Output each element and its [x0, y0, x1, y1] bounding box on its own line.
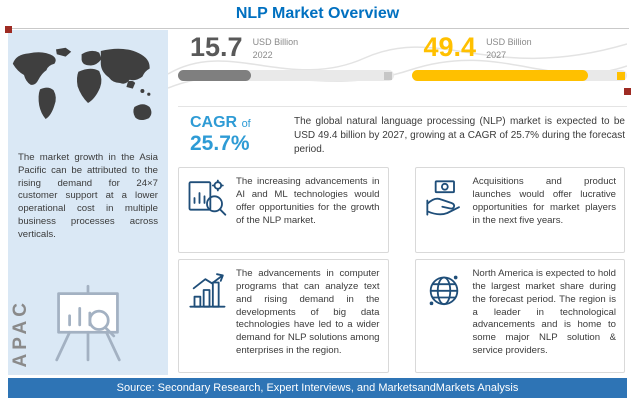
market-value-2022: 15.7 — [190, 32, 243, 62]
market-unit-2027: USD Billion 2027 — [486, 34, 532, 61]
growth-bars-icon — [189, 273, 226, 308]
progress-track-2027 — [411, 70, 627, 81]
year-label-2022: 2022 — [252, 49, 273, 60]
progress-fill-2022 — [178, 70, 252, 81]
decor-red-square-topleft — [5, 26, 12, 33]
market-size-2027-figures: 49.4 USD Billion 2027 — [412, 34, 628, 61]
insight-text: North America is expected to hold the la… — [472, 268, 617, 356]
cagr-description: The global natural language processing (… — [294, 116, 625, 155]
market-size-2027: 49.4 USD Billion 2027 — [411, 34, 628, 98]
insight-box-north-america: North America is expected to hold the la… — [414, 259, 625, 373]
market-size-2022-figures: 15.7 USD Billion 2022 — [178, 34, 394, 61]
progress-endcap-2022 — [383, 71, 392, 80]
insight-text: The advancements in computer programs th… — [236, 268, 380, 356]
cagr-block: CAGR of 25.7% — [190, 114, 280, 155]
source-bar: Source: Secondary Research, Expert Inter… — [8, 378, 627, 398]
document-analytics-icon — [188, 179, 227, 216]
market-size-2022: 15.7 USD Billion 2022 — [178, 34, 394, 98]
world-map-icon — [12, 47, 152, 121]
insights-grid: The increasing advancements in AI and ML… — [178, 163, 627, 375]
year-label-2027: 2027 — [486, 49, 507, 60]
apac-label: APAC — [10, 298, 31, 367]
cagr-section: CAGR of 25.7% The global natural languag… — [178, 106, 627, 163]
hand-money-icon — [425, 180, 460, 216]
title-divider — [6, 28, 629, 29]
cagr-label: CAGR of — [190, 114, 280, 132]
apac-summary-text: The market growth in the Asia Pacific ca… — [18, 152, 158, 240]
market-size-row: 15.7 USD Billion 2022 49.4 — [178, 30, 627, 98]
cagr-word: CAGR — [190, 114, 238, 131]
cagr-of: of — [241, 118, 251, 130]
main-layout: The market growth in the Asia Pacific ca… — [8, 30, 627, 375]
insight-box-acquisitions: Acquisitions and product launches would … — [414, 167, 625, 254]
globe-network-icon — [429, 276, 458, 306]
source-text: Source: Secondary Research, Expert Inter… — [116, 382, 519, 394]
progress-track-2022 — [178, 70, 394, 81]
page-title: NLP Market Overview — [235, 5, 400, 22]
progress-endcap-2027 — [617, 71, 625, 80]
market-value-2027: 49.4 — [423, 32, 477, 62]
apac-footer-row: APAC — [8, 281, 168, 375]
unit-label-2022: USD Billion — [252, 37, 299, 47]
apac-panel: The market growth in the Asia Pacific ca… — [8, 30, 168, 375]
market-unit-2022: USD Billion 2022 — [253, 34, 299, 61]
content-area: 15.7 USD Billion 2022 49.4 — [168, 30, 627, 375]
insight-text: Acquisitions and product launches would … — [472, 176, 617, 226]
unit-label-2027: USD Billion — [486, 37, 532, 47]
insight-box-ai-ml: The increasing advancements in AI and ML… — [178, 167, 389, 254]
progress-fill-2027 — [411, 70, 589, 81]
insight-box-big-data: The advancements in computer programs th… — [178, 259, 389, 373]
cagr-value: 25.7% — [190, 131, 250, 155]
presentation-chart-icon — [55, 284, 121, 362]
insight-text: The increasing advancements in AI and ML… — [236, 176, 380, 226]
decor-red-square-right — [624, 88, 631, 95]
